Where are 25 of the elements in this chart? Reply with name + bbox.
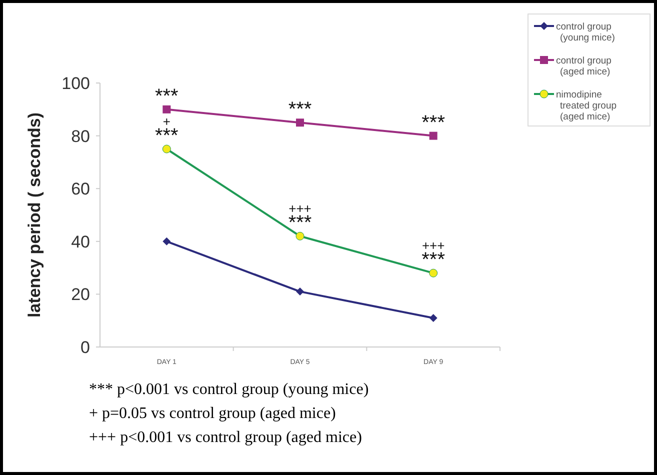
point [296,288,304,296]
point [162,237,171,246]
legend-label: control group (aged mice) [556,55,612,78]
point [162,105,171,114]
y-tick-label: 20 [71,285,90,304]
legend-label: control group (young mice) [556,21,615,44]
text: +++ p<0.001 vs control group (aged mice) [89,429,362,446]
y-tick-label: 0 [80,338,90,357]
text: + p=0.05 vs control group (aged mice) [89,405,336,422]
point [162,144,171,154]
y-tick-label: 60 [71,180,90,199]
point [429,268,438,278]
legend-label: nimodipine treated group (aged mice) [556,89,617,122]
annotation: *** [422,112,446,134]
y-axis-title: latency period ( seconds) [25,112,44,318]
text: *** p<0.001 vs control group (young mice) [89,381,369,398]
point [429,314,438,322]
point [296,232,304,240]
point [429,132,438,140]
annotation: *** [288,98,312,121]
y-tick-label: 100 [62,74,90,93]
y-tick-label: 80 [71,126,90,146]
annotation: *** [154,85,179,108]
point [296,118,304,127]
y-tick-label: 40 [71,232,90,252]
